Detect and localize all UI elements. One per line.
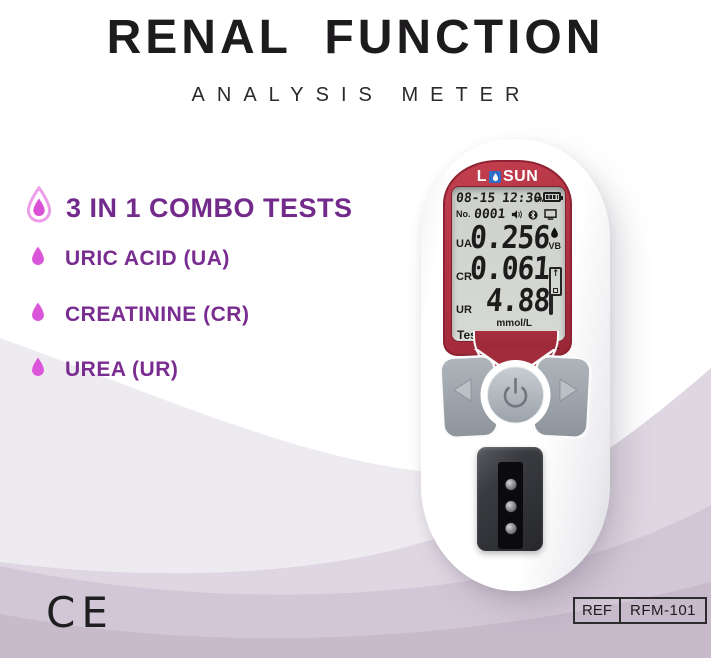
test-strip-icon: ↑ — [549, 267, 562, 318]
droplet-outline-icon — [24, 185, 54, 231]
feature-item-label: UREA (UR) — [65, 358, 179, 381]
lcd-unit: mmol/L — [496, 318, 532, 329]
brand-logo: L SUN — [445, 168, 570, 186]
right-arrow-icon — [559, 378, 578, 402]
feature-item-label: URIC ACID (UA) — [65, 247, 230, 270]
lcd-date-time: 08-15 12:30 — [455, 191, 542, 206]
button-cluster — [435, 345, 596, 459]
test-strip-port — [477, 447, 543, 551]
port-contact-dot — [504, 478, 517, 491]
power-button — [487, 366, 544, 424]
lcd-record-row: No. 0001 — [456, 207, 557, 222]
lcd-meridiem: PM — [535, 197, 546, 204]
strip-port-bar — [498, 462, 523, 549]
speaker-icon — [511, 209, 522, 220]
ref-value: RFM-101 — [630, 602, 697, 619]
droplet-icon — [30, 246, 46, 272]
right-arrow-button — [532, 355, 592, 439]
ref-label: REF — [575, 599, 621, 622]
feature-item-uric-acid: URIC ACID (UA) — [30, 246, 230, 272]
analysis-meter-device: L SUN 08-15 12:30 PM No. 0001 — [421, 139, 610, 591]
strip-arrow-glyph: ↑ — [551, 269, 560, 279]
brand-drop-icon — [489, 171, 501, 183]
left-arrow-icon — [453, 378, 472, 402]
feature-heading: 3 IN 1 COMBO TESTS — [24, 185, 353, 231]
brand-suffix: SUN — [503, 168, 539, 185]
feature-heading-label: 3 IN 1 COMBO TESTS — [66, 193, 353, 223]
feature-item-creatinine: CREATININE (CR) — [30, 302, 249, 328]
reading-label-ur: UR — [456, 304, 472, 316]
droplet-icon — [30, 302, 46, 328]
bluetooth-icon — [528, 209, 538, 220]
brand-prefix: L — [476, 168, 487, 185]
port-contact-dot — [504, 500, 517, 513]
reading-label-ua: UA — [456, 238, 472, 250]
monitor-icon — [544, 209, 557, 220]
droplet-icon — [30, 357, 46, 383]
feature-item-label: CREATININE (CR) — [65, 303, 250, 326]
reading-value-cr: 0.061 — [468, 249, 551, 287]
vb-indicator: VB — [548, 241, 561, 251]
record-prefix: No. — [456, 209, 471, 219]
battery-icon — [543, 192, 563, 202]
page-subtitle: ANALYSIS METER — [191, 84, 532, 106]
ce-mark: CE — [46, 588, 114, 637]
reading-label-cr: CR — [456, 271, 472, 283]
reading-value-ur: 4.88 — [484, 281, 551, 319]
lcd-date: 08-15 — [455, 191, 496, 206]
power-icon — [503, 377, 528, 408]
device-bezel: L SUN 08-15 12:30 PM No. 0001 — [443, 160, 572, 356]
blood-drop-icon — [550, 226, 559, 244]
page-title: RENAL FUNCTION — [106, 11, 605, 64]
left-arrow-button — [439, 355, 499, 439]
ref-box: REF RFM-101 — [573, 597, 708, 624]
lcd-display: 08-15 12:30 PM No. 0001 — [451, 186, 566, 342]
port-contact-dot — [504, 522, 517, 535]
feature-item-urea: UREA (UR) — [30, 357, 178, 383]
